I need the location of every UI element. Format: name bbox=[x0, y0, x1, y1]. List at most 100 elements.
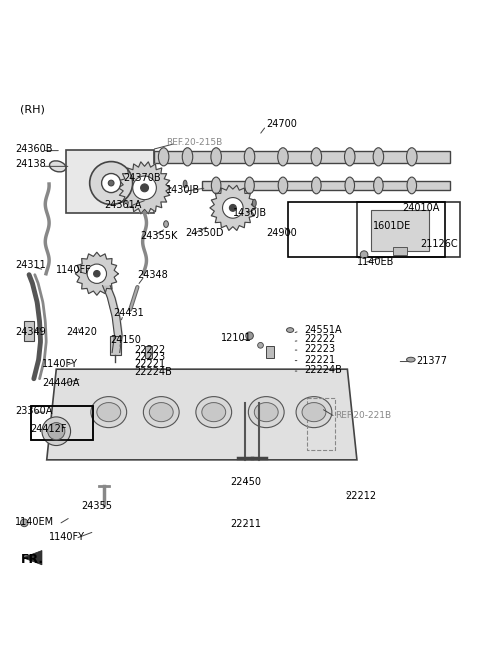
Text: 1140FY: 1140FY bbox=[42, 359, 78, 369]
Ellipse shape bbox=[312, 177, 321, 194]
Text: 22221: 22221 bbox=[134, 359, 165, 369]
Text: 22222: 22222 bbox=[304, 334, 336, 344]
Text: 24412F: 24412F bbox=[30, 424, 67, 434]
Bar bbox=[110, 336, 120, 355]
Bar bbox=[393, 248, 407, 255]
Circle shape bbox=[223, 197, 243, 218]
Ellipse shape bbox=[245, 177, 254, 194]
Text: 23360A: 23360A bbox=[15, 406, 52, 416]
Text: FR.: FR. bbox=[21, 553, 44, 565]
Text: 21377: 21377 bbox=[417, 355, 447, 365]
Text: 24420: 24420 bbox=[66, 327, 96, 337]
Ellipse shape bbox=[158, 148, 169, 166]
Ellipse shape bbox=[373, 177, 383, 194]
Ellipse shape bbox=[91, 397, 127, 428]
Bar bbox=[154, 151, 450, 163]
Text: (RH): (RH) bbox=[21, 104, 45, 114]
Circle shape bbox=[141, 184, 148, 192]
Ellipse shape bbox=[407, 357, 415, 362]
Text: 1601DE: 1601DE bbox=[372, 221, 411, 231]
Ellipse shape bbox=[248, 397, 284, 428]
Bar bbox=[144, 346, 152, 358]
Ellipse shape bbox=[254, 402, 278, 422]
Bar bbox=[266, 346, 274, 358]
Bar bbox=[202, 181, 450, 190]
Polygon shape bbox=[75, 252, 118, 295]
Text: 1430JB: 1430JB bbox=[233, 208, 267, 218]
Text: 21126C: 21126C bbox=[420, 239, 458, 249]
Text: 1140EM: 1140EM bbox=[15, 517, 54, 527]
Ellipse shape bbox=[164, 220, 168, 228]
Text: REF.20-221B: REF.20-221B bbox=[336, 412, 392, 420]
Circle shape bbox=[48, 422, 65, 440]
Ellipse shape bbox=[278, 148, 288, 166]
Text: 12101: 12101 bbox=[221, 333, 252, 343]
Text: 22223: 22223 bbox=[134, 352, 165, 362]
Ellipse shape bbox=[144, 397, 179, 428]
Ellipse shape bbox=[97, 402, 120, 422]
Ellipse shape bbox=[407, 177, 417, 194]
Text: 24440A: 24440A bbox=[42, 377, 79, 387]
Text: 24360B: 24360B bbox=[16, 144, 53, 154]
Ellipse shape bbox=[202, 402, 226, 422]
Text: 24551A: 24551A bbox=[304, 324, 342, 334]
Text: 24010A: 24010A bbox=[402, 203, 440, 213]
Text: 1430JB: 1430JB bbox=[166, 185, 200, 195]
Circle shape bbox=[246, 332, 253, 340]
Ellipse shape bbox=[407, 148, 417, 166]
Circle shape bbox=[133, 176, 156, 200]
Ellipse shape bbox=[182, 148, 193, 166]
Ellipse shape bbox=[183, 180, 187, 188]
Text: 1140FF: 1140FF bbox=[56, 265, 92, 275]
Ellipse shape bbox=[345, 148, 355, 166]
Text: 22222: 22222 bbox=[134, 345, 165, 355]
Text: REF.20-215B: REF.20-215B bbox=[166, 138, 222, 147]
Ellipse shape bbox=[302, 402, 326, 422]
Circle shape bbox=[90, 162, 132, 205]
Circle shape bbox=[42, 417, 71, 446]
Ellipse shape bbox=[244, 148, 255, 166]
Ellipse shape bbox=[49, 161, 66, 172]
Bar bbox=[357, 202, 459, 257]
Text: 24900: 24900 bbox=[266, 228, 297, 238]
Text: 24348: 24348 bbox=[137, 269, 168, 279]
Text: 1140EB: 1140EB bbox=[357, 257, 394, 267]
Ellipse shape bbox=[211, 148, 221, 166]
Text: 24311: 24311 bbox=[15, 260, 46, 270]
Text: 24355K: 24355K bbox=[140, 230, 177, 240]
Text: 24370B: 24370B bbox=[123, 173, 161, 183]
Circle shape bbox=[108, 180, 114, 186]
Circle shape bbox=[102, 173, 120, 193]
Circle shape bbox=[258, 342, 264, 348]
Polygon shape bbox=[118, 162, 171, 214]
Text: 22223: 22223 bbox=[304, 344, 336, 354]
Bar bbox=[31, 406, 93, 440]
Circle shape bbox=[229, 205, 236, 211]
Ellipse shape bbox=[345, 177, 355, 194]
Bar bbox=[371, 211, 429, 251]
Text: 24138: 24138 bbox=[16, 160, 47, 169]
Polygon shape bbox=[210, 185, 256, 230]
Ellipse shape bbox=[278, 177, 288, 194]
Text: 22224B: 22224B bbox=[134, 367, 172, 377]
Ellipse shape bbox=[252, 199, 256, 207]
PathPatch shape bbox=[47, 369, 357, 460]
Ellipse shape bbox=[149, 402, 173, 422]
Text: 24700: 24700 bbox=[266, 119, 297, 129]
Polygon shape bbox=[23, 551, 42, 565]
Ellipse shape bbox=[373, 148, 384, 166]
Bar bbox=[288, 202, 445, 257]
Ellipse shape bbox=[311, 148, 322, 166]
Circle shape bbox=[94, 271, 100, 277]
Text: 22212: 22212 bbox=[345, 491, 376, 500]
Bar bbox=[31, 406, 93, 440]
Text: 22221: 22221 bbox=[304, 355, 336, 365]
Text: 24355: 24355 bbox=[82, 501, 113, 511]
PathPatch shape bbox=[66, 150, 154, 213]
Text: 22450: 22450 bbox=[230, 477, 262, 487]
Text: 24150: 24150 bbox=[110, 334, 141, 345]
Ellipse shape bbox=[296, 397, 332, 428]
Bar bbox=[24, 320, 34, 340]
Circle shape bbox=[21, 519, 28, 527]
Ellipse shape bbox=[211, 177, 221, 194]
